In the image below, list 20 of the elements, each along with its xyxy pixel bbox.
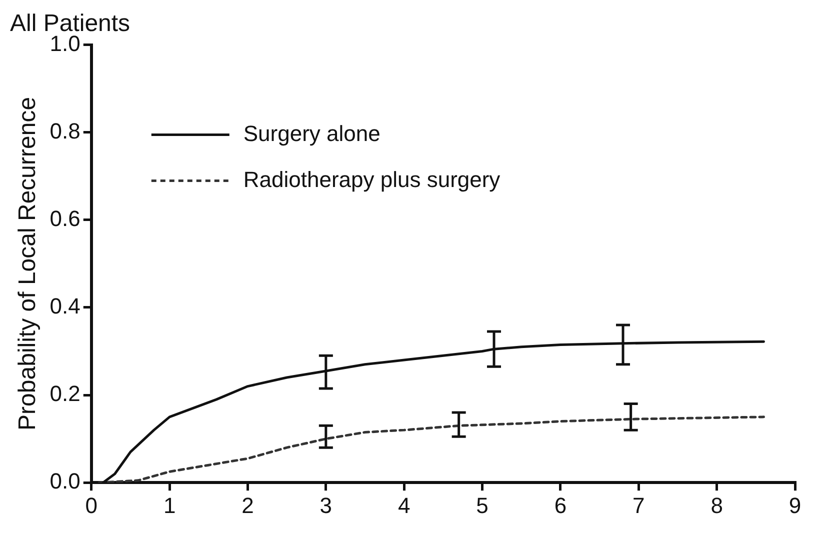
y-tick-label: 0.6 <box>50 206 80 231</box>
legend-label: Surgery alone <box>243 120 380 146</box>
y-axis-title: Probability of Local Recurrence <box>14 96 42 430</box>
x-tick-label: 8 <box>710 492 723 518</box>
y-tick-label: 0.2 <box>50 381 80 406</box>
x-tick-label: 2 <box>242 492 254 518</box>
x-tick-label: 9 <box>788 492 802 518</box>
y-tick-label: 0.4 <box>50 294 80 319</box>
x-tick-label: 6 <box>554 492 567 518</box>
line-series <box>98 416 765 483</box>
y-tick-label: 1.0 <box>50 30 80 56</box>
x-tick-label: 1 <box>163 492 176 518</box>
x-tick-label: 0 <box>85 492 98 518</box>
x-tick-label: 4 <box>398 492 410 518</box>
y-tick-label: 0.0 <box>50 468 80 494</box>
x-tick-label: 7 <box>632 492 645 518</box>
x-tick-label: 3 <box>320 492 332 518</box>
legend-label: Radiotherapy plus surgery <box>243 166 500 192</box>
y-tick-label: 0.8 <box>50 118 80 144</box>
x-tick-label: 5 <box>476 492 488 518</box>
